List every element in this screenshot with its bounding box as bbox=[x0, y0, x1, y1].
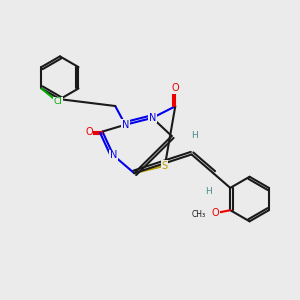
Text: S: S bbox=[162, 161, 168, 171]
Text: N: N bbox=[149, 113, 156, 123]
Text: O: O bbox=[172, 83, 179, 93]
Text: Cl: Cl bbox=[53, 98, 62, 106]
Text: N: N bbox=[110, 150, 117, 160]
Text: H: H bbox=[191, 131, 198, 140]
Text: N: N bbox=[122, 120, 129, 130]
Text: O: O bbox=[212, 208, 219, 218]
Text: H: H bbox=[205, 187, 212, 196]
Text: CH₃: CH₃ bbox=[192, 210, 206, 219]
Text: O: O bbox=[85, 127, 93, 136]
